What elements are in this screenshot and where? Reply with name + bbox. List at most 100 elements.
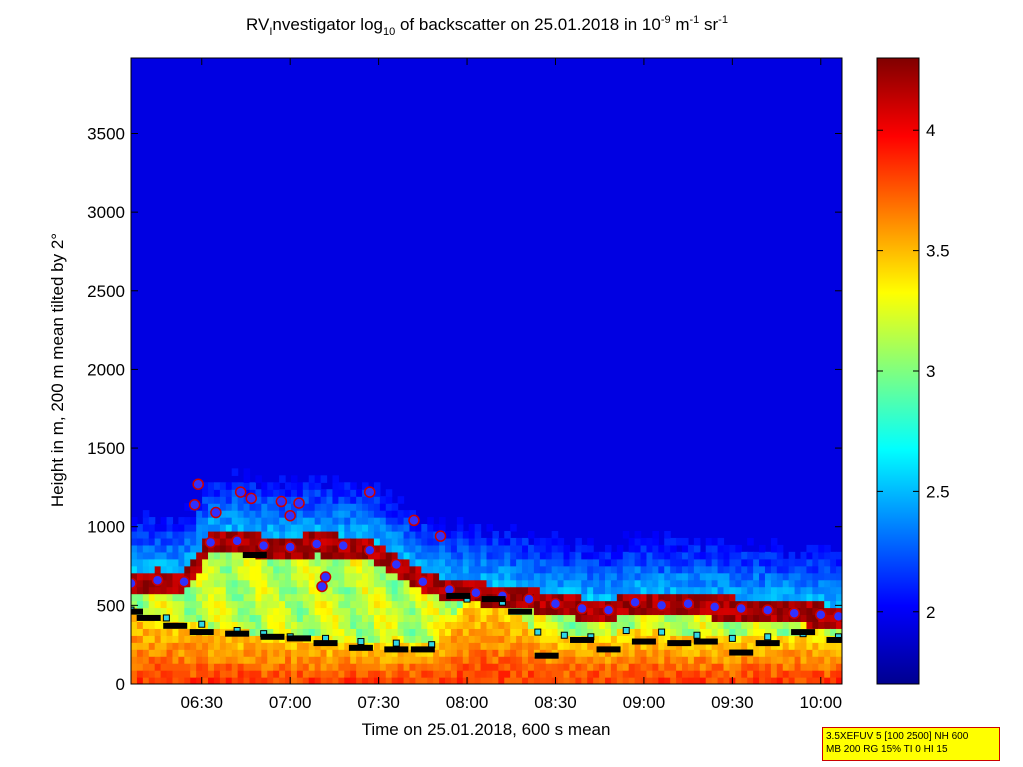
heatmap-cell (308, 544, 316, 553)
heatmap-cell (764, 565, 772, 574)
heatmap-cell (682, 586, 689, 595)
heatmap-cell (391, 524, 399, 532)
heatmap-cell (616, 565, 624, 574)
heatmap-cell (237, 565, 245, 574)
heatmap-cell (652, 558, 659, 567)
heatmap-cell (670, 572, 677, 581)
heatmap-cell (468, 635, 476, 643)
heatmap-cell (397, 565, 405, 574)
heatmap-cell (836, 579, 842, 588)
heatmap-cell (516, 670, 523, 678)
heatmap-cell (136, 621, 144, 629)
heatmap-cell (664, 586, 671, 595)
heatmap-cell (723, 607, 731, 616)
heatmap-cell (682, 593, 689, 602)
heatmap-cell (362, 670, 369, 678)
heatmap-cell (456, 628, 464, 636)
heatmap-cell (557, 614, 565, 622)
heatmap-cell (166, 524, 174, 532)
heatmap-cell (836, 642, 842, 650)
heatmap-cell (735, 621, 742, 629)
heatmap-cell (255, 600, 262, 609)
heatmap-cell (362, 621, 369, 629)
heatmap-cell (332, 649, 339, 657)
heatmap-cell (836, 670, 842, 678)
heatmap-cell (676, 579, 683, 588)
heatmap-cell (504, 586, 511, 595)
heatmap-cell (136, 565, 144, 574)
heatmap-cell (320, 524, 328, 532)
heatmap-cell (379, 628, 387, 636)
heatmap-cell (516, 642, 523, 650)
heatmap-cell (273, 579, 280, 588)
cloud-top-point (310, 538, 323, 550)
heatmap-cell (231, 586, 239, 595)
heatmap-cell (711, 558, 719, 567)
heatmap-cell (605, 670, 612, 678)
heatmap-cell (569, 558, 576, 567)
heatmap-cell (723, 565, 731, 574)
heatmap-cell (302, 551, 310, 560)
heatmap-cell (178, 530, 185, 539)
heatmap-cell (652, 663, 659, 671)
heatmap-cell (249, 614, 257, 622)
heatmap-cell (676, 565, 683, 574)
heatmap-cell (285, 572, 292, 581)
heatmap-cell (225, 642, 233, 650)
heatmap-cell (770, 565, 778, 574)
heatmap-cell (148, 677, 156, 684)
heatmap-cell (474, 663, 482, 671)
heatmap-cell (213, 579, 221, 588)
heatmap-cell (533, 656, 541, 664)
heatmap-cell (184, 537, 191, 546)
heatmap-cell (231, 530, 239, 539)
heatmap-cell (699, 558, 707, 567)
heatmap-cell (770, 593, 778, 602)
heatmap-cell (243, 642, 251, 650)
heatmap-cell (836, 565, 842, 574)
heatmap-cell (184, 517, 191, 525)
heatmap-cell (539, 593, 547, 602)
heatmap-cell (421, 565, 428, 574)
heatmap-cell (225, 614, 233, 622)
heatmap-cell (273, 530, 280, 539)
heatmap-cell (723, 586, 731, 595)
heatmap-cell (747, 551, 754, 560)
heatmap-cell (231, 649, 239, 657)
heatmap-cell (379, 586, 387, 595)
heatmap-cell (664, 551, 671, 560)
heatmap-cell (747, 614, 754, 622)
heatmap-cell (356, 565, 363, 574)
heatmap-cell (320, 663, 328, 671)
heatmap-cell (480, 537, 488, 546)
heatmap-cell (776, 593, 784, 602)
heatmap-cell (290, 670, 298, 678)
heatmap-cell (350, 628, 357, 636)
heatmap-cell (362, 579, 369, 588)
heatmap-cell (231, 503, 239, 511)
heatmap-cell (285, 607, 292, 616)
heatmap-cell (421, 607, 428, 616)
heatmap-cell (391, 607, 399, 616)
heatmap-cell (344, 496, 351, 504)
heatmap-cell (391, 544, 399, 553)
heatmap-cell (172, 565, 179, 574)
boundary-layer-point (189, 629, 214, 636)
heatmap-cell (290, 482, 298, 490)
heatmap-cell (699, 579, 707, 588)
heatmap-cell (616, 621, 624, 629)
heatmap-cell (605, 621, 612, 629)
heatmap-cell (723, 628, 731, 636)
heatmap-cell (190, 663, 197, 671)
heatmap-cell (196, 642, 203, 650)
heatmap-cell (237, 677, 245, 684)
heatmap-cell (273, 593, 280, 602)
heatmap-cell (314, 649, 322, 657)
heatmap-cell (332, 628, 339, 636)
heatmap-cell (385, 607, 393, 616)
heatmap-cell (148, 558, 156, 567)
heatmap-cell (385, 517, 393, 525)
heatmap-cell (563, 565, 571, 574)
heatmap-cell (563, 551, 571, 560)
heatmap-cell (267, 579, 274, 588)
